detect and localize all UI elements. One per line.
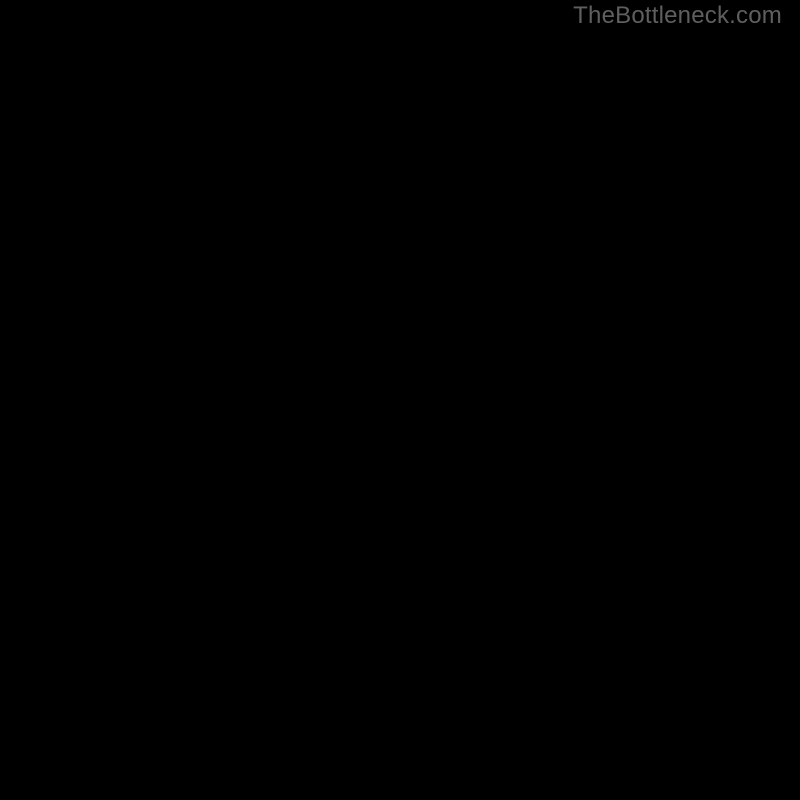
watermark-text: TheBottleneck.com [573, 2, 782, 30]
outer-black-frame [0, 0, 800, 800]
